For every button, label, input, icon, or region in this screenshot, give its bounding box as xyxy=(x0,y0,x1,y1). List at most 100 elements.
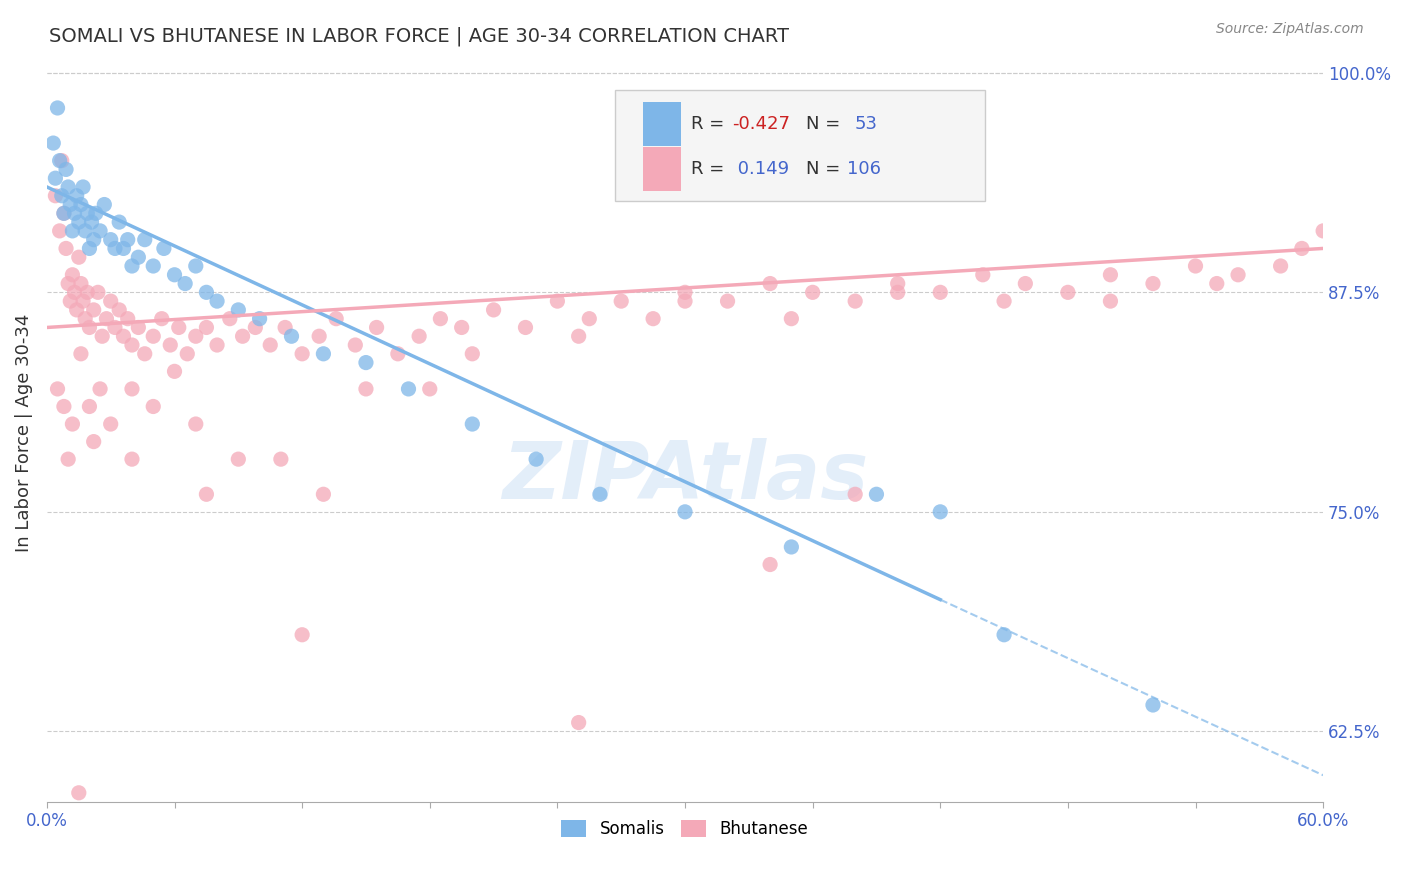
Point xyxy=(153,242,176,256)
Point xyxy=(55,242,77,256)
Point xyxy=(142,329,165,343)
Point xyxy=(70,277,93,291)
Point xyxy=(51,188,73,202)
Point xyxy=(546,294,568,309)
Point xyxy=(993,294,1015,309)
Point xyxy=(67,215,90,229)
Point xyxy=(205,338,228,352)
Point xyxy=(67,786,90,800)
Point xyxy=(83,434,105,449)
Point xyxy=(228,452,250,467)
Point xyxy=(159,338,181,352)
Point xyxy=(63,285,86,300)
Point xyxy=(1014,277,1036,291)
Point xyxy=(67,250,90,264)
Point xyxy=(249,311,271,326)
Point xyxy=(1270,259,1292,273)
Point xyxy=(150,311,173,326)
Point xyxy=(1142,698,1164,712)
Point xyxy=(312,347,335,361)
Point xyxy=(100,417,122,431)
Point xyxy=(1205,277,1227,291)
Point xyxy=(568,329,591,343)
Point xyxy=(993,628,1015,642)
Point xyxy=(205,294,228,309)
Point xyxy=(228,302,250,317)
Point xyxy=(195,285,218,300)
Point xyxy=(1227,268,1250,282)
Point xyxy=(195,320,218,334)
Point xyxy=(716,294,738,309)
Point xyxy=(108,302,131,317)
Text: R =: R = xyxy=(692,161,730,178)
Point xyxy=(83,233,105,247)
Point xyxy=(89,224,111,238)
Point xyxy=(62,417,84,431)
Text: 0.149: 0.149 xyxy=(733,161,789,178)
Point xyxy=(1184,259,1206,273)
Point xyxy=(195,487,218,501)
Point xyxy=(112,329,135,343)
Point xyxy=(184,417,207,431)
Point xyxy=(929,505,952,519)
Point xyxy=(844,294,866,309)
Point xyxy=(429,311,451,326)
Point xyxy=(1057,285,1080,300)
Point xyxy=(844,487,866,501)
Point xyxy=(48,224,70,238)
Point xyxy=(184,259,207,273)
Legend: Somalis, Bhutanese: Somalis, Bhutanese xyxy=(555,814,815,845)
Point xyxy=(673,505,696,519)
Point xyxy=(44,188,66,202)
Point xyxy=(589,487,612,501)
Point xyxy=(142,259,165,273)
Point xyxy=(312,487,335,501)
Point xyxy=(127,320,149,334)
Point xyxy=(59,197,82,211)
Point xyxy=(104,320,127,334)
Point xyxy=(163,364,186,378)
Point xyxy=(46,101,69,115)
Point xyxy=(780,540,803,554)
Point xyxy=(176,347,198,361)
Point xyxy=(163,268,186,282)
Point xyxy=(91,329,114,343)
Point xyxy=(568,715,591,730)
Point xyxy=(72,180,94,194)
Point xyxy=(112,242,135,256)
Point xyxy=(59,294,82,309)
Point xyxy=(408,329,430,343)
Point xyxy=(121,259,143,273)
Point xyxy=(46,382,69,396)
Point xyxy=(52,400,75,414)
Text: Source: ZipAtlas.com: Source: ZipAtlas.com xyxy=(1216,22,1364,37)
Point xyxy=(1291,242,1313,256)
Point xyxy=(121,452,143,467)
Point xyxy=(70,347,93,361)
Text: -0.427: -0.427 xyxy=(733,115,790,133)
Point xyxy=(759,277,782,291)
Point xyxy=(167,320,190,334)
Point xyxy=(55,162,77,177)
Point xyxy=(270,452,292,467)
Point xyxy=(66,188,89,202)
Point xyxy=(51,153,73,168)
Text: 106: 106 xyxy=(846,161,882,178)
Point xyxy=(93,197,115,211)
Text: R =: R = xyxy=(692,115,730,133)
Bar xyxy=(643,102,681,146)
Point xyxy=(1099,268,1122,282)
Point xyxy=(886,277,908,291)
Text: N =: N = xyxy=(806,115,841,133)
Point xyxy=(117,311,139,326)
Point xyxy=(62,224,84,238)
Point xyxy=(52,206,75,220)
Point xyxy=(104,242,127,256)
Point xyxy=(44,171,66,186)
Point xyxy=(79,242,101,256)
Point xyxy=(87,285,110,300)
Point xyxy=(524,452,547,467)
Point xyxy=(84,206,107,220)
Point xyxy=(245,320,267,334)
Point xyxy=(759,558,782,572)
